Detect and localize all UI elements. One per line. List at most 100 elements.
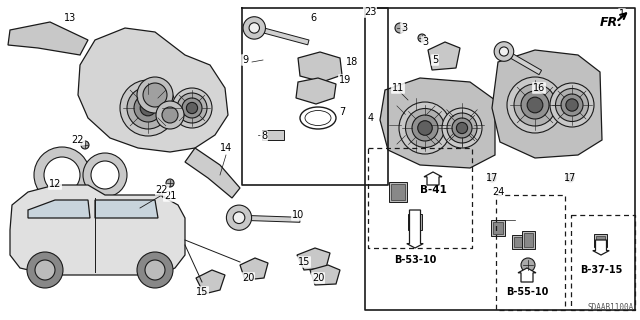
Text: 21: 21 (164, 191, 176, 201)
Text: 18: 18 (346, 57, 358, 67)
Circle shape (452, 118, 472, 138)
Polygon shape (196, 270, 225, 294)
Circle shape (401, 110, 431, 140)
Bar (522, 231, 534, 249)
Polygon shape (509, 53, 541, 75)
Polygon shape (407, 210, 423, 248)
Circle shape (394, 102, 438, 148)
Text: B-37-15: B-37-15 (580, 265, 622, 275)
Polygon shape (296, 78, 336, 104)
Circle shape (137, 252, 173, 288)
Circle shape (134, 94, 162, 122)
Circle shape (44, 157, 80, 193)
Text: 7: 7 (339, 107, 345, 117)
Circle shape (566, 174, 574, 182)
Text: 15: 15 (298, 257, 310, 267)
Circle shape (243, 17, 266, 39)
Circle shape (499, 47, 509, 56)
Circle shape (233, 212, 245, 224)
Circle shape (166, 179, 174, 187)
Polygon shape (240, 258, 268, 280)
Text: 22: 22 (156, 185, 168, 195)
Bar (391, 184, 405, 200)
Circle shape (399, 102, 451, 154)
Text: 15: 15 (196, 287, 208, 297)
Circle shape (450, 113, 474, 137)
Circle shape (172, 88, 212, 128)
Circle shape (186, 102, 198, 114)
Text: FR.: FR. (600, 15, 623, 28)
Text: 10: 10 (292, 210, 304, 220)
Circle shape (561, 94, 583, 116)
Text: 9: 9 (242, 55, 248, 65)
Circle shape (514, 84, 556, 126)
Polygon shape (297, 248, 330, 270)
Circle shape (418, 34, 426, 42)
Circle shape (177, 93, 207, 123)
Text: 14: 14 (220, 143, 232, 153)
Bar (524, 233, 532, 247)
Circle shape (447, 113, 477, 143)
Polygon shape (95, 200, 158, 218)
Circle shape (27, 252, 63, 288)
Circle shape (137, 77, 173, 113)
Circle shape (162, 107, 178, 123)
Circle shape (83, 153, 127, 197)
Text: 5: 5 (432, 55, 438, 65)
Polygon shape (518, 268, 536, 282)
Text: 20: 20 (312, 273, 324, 283)
Circle shape (35, 260, 55, 280)
Circle shape (444, 107, 480, 143)
Polygon shape (428, 42, 460, 70)
Polygon shape (248, 215, 300, 222)
Text: 17: 17 (486, 173, 498, 183)
Circle shape (494, 42, 514, 61)
Bar (262, 130, 284, 140)
Text: 22: 22 (72, 135, 84, 145)
Polygon shape (593, 240, 609, 255)
Circle shape (455, 118, 468, 132)
Text: 16: 16 (533, 83, 545, 93)
Circle shape (159, 192, 165, 198)
Bar (493, 222, 503, 234)
Circle shape (418, 121, 432, 135)
Circle shape (120, 80, 176, 136)
Text: 20: 20 (242, 273, 254, 283)
Bar (389, 182, 407, 202)
Circle shape (566, 99, 578, 111)
Circle shape (527, 97, 543, 113)
Text: B-55-10: B-55-10 (506, 287, 548, 297)
Circle shape (249, 23, 259, 33)
Bar (512, 235, 528, 249)
Text: 19: 19 (339, 75, 351, 85)
Circle shape (507, 77, 563, 133)
Circle shape (412, 115, 438, 141)
Circle shape (143, 83, 167, 107)
Polygon shape (28, 200, 90, 218)
Circle shape (442, 108, 482, 148)
Polygon shape (492, 50, 602, 158)
Circle shape (521, 258, 535, 272)
Circle shape (438, 101, 486, 149)
Text: B-41: B-41 (420, 185, 447, 195)
Polygon shape (185, 148, 240, 198)
Circle shape (395, 23, 405, 33)
Text: 13: 13 (64, 13, 76, 23)
Bar (491, 220, 505, 236)
Text: 6: 6 (310, 13, 316, 23)
Text: 4: 4 (368, 113, 374, 123)
Bar (595, 236, 605, 244)
Text: B-53-10: B-53-10 (394, 255, 436, 265)
Circle shape (182, 98, 202, 118)
Circle shape (556, 89, 589, 122)
Text: 24: 24 (492, 187, 504, 197)
Circle shape (34, 147, 90, 203)
Polygon shape (380, 78, 495, 168)
Polygon shape (78, 28, 228, 152)
Bar (514, 237, 526, 247)
Polygon shape (8, 22, 88, 55)
Circle shape (386, 95, 446, 155)
Bar (408, 214, 422, 230)
Bar (593, 234, 607, 246)
Polygon shape (261, 28, 309, 45)
